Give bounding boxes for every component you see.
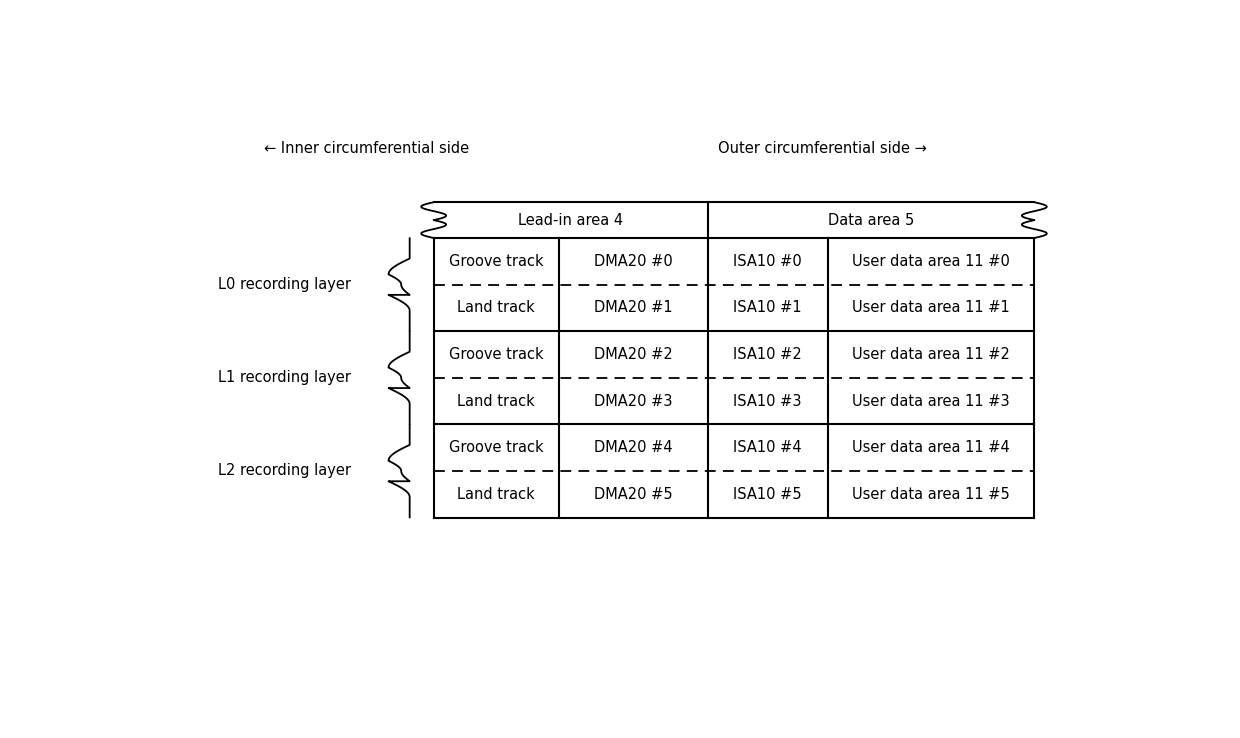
Text: ISA10 #3: ISA10 #3 <box>733 393 802 409</box>
Text: User data area 11 #0: User data area 11 #0 <box>852 254 1009 269</box>
Text: Land track: Land track <box>458 487 534 502</box>
Text: Data area 5: Data area 5 <box>828 213 914 227</box>
Text: DMA20 #3: DMA20 #3 <box>594 393 672 409</box>
Text: ISA10 #4: ISA10 #4 <box>733 440 802 455</box>
Text: Groove track: Groove track <box>449 347 543 362</box>
Text: L2 recording layer: L2 recording layer <box>218 463 351 478</box>
Text: User data area 11 #5: User data area 11 #5 <box>852 487 1009 502</box>
Text: User data area 11 #2: User data area 11 #2 <box>852 347 1009 362</box>
Text: ISA10 #5: ISA10 #5 <box>733 487 802 502</box>
Text: ← Inner circumferential side: ← Inner circumferential side <box>264 141 469 156</box>
Text: User data area 11 #4: User data area 11 #4 <box>852 440 1009 455</box>
Text: Groove track: Groove track <box>449 440 543 455</box>
Text: Groove track: Groove track <box>449 254 543 269</box>
Text: Land track: Land track <box>458 393 534 409</box>
Text: User data area 11 #3: User data area 11 #3 <box>852 393 1009 409</box>
Text: DMA20 #2: DMA20 #2 <box>594 347 672 362</box>
Text: Land track: Land track <box>458 300 534 315</box>
Text: DMA20 #4: DMA20 #4 <box>594 440 672 455</box>
Text: ISA10 #0: ISA10 #0 <box>733 254 802 269</box>
Text: ISA10 #2: ISA10 #2 <box>733 347 802 362</box>
Text: DMA20 #5: DMA20 #5 <box>594 487 672 502</box>
Text: ISA10 #1: ISA10 #1 <box>733 300 802 315</box>
Text: DMA20 #0: DMA20 #0 <box>594 254 672 269</box>
Text: L1 recording layer: L1 recording layer <box>218 370 351 385</box>
Text: DMA20 #1: DMA20 #1 <box>594 300 672 315</box>
Text: Outer circumferential side →: Outer circumferential side → <box>718 141 928 156</box>
Text: L0 recording layer: L0 recording layer <box>218 277 351 292</box>
Text: User data area 11 #1: User data area 11 #1 <box>852 300 1009 315</box>
Text: Lead-in area 4: Lead-in area 4 <box>518 213 624 227</box>
